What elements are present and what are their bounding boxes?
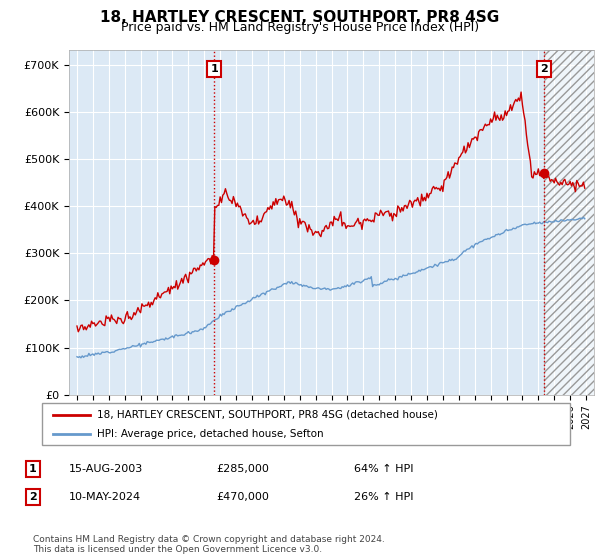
Text: 15-AUG-2003: 15-AUG-2003 xyxy=(69,464,143,474)
FancyBboxPatch shape xyxy=(42,403,570,445)
Text: £470,000: £470,000 xyxy=(216,492,269,502)
Text: 1: 1 xyxy=(210,64,218,74)
Text: 26% ↑ HPI: 26% ↑ HPI xyxy=(354,492,413,502)
Text: Price paid vs. HM Land Registry's House Price Index (HPI): Price paid vs. HM Land Registry's House … xyxy=(121,21,479,34)
Text: 64% ↑ HPI: 64% ↑ HPI xyxy=(354,464,413,474)
Text: 10-MAY-2024: 10-MAY-2024 xyxy=(69,492,141,502)
Bar xyxy=(544,50,594,395)
Text: 1: 1 xyxy=(29,464,37,474)
Text: Contains HM Land Registry data © Crown copyright and database right 2024.
This d: Contains HM Land Registry data © Crown c… xyxy=(33,535,385,554)
Text: 18, HARTLEY CRESCENT, SOUTHPORT, PR8 4SG (detached house): 18, HARTLEY CRESCENT, SOUTHPORT, PR8 4SG… xyxy=(97,409,439,419)
Text: 2: 2 xyxy=(29,492,37,502)
Bar xyxy=(544,50,594,395)
Text: 18, HARTLEY CRESCENT, SOUTHPORT, PR8 4SG: 18, HARTLEY CRESCENT, SOUTHPORT, PR8 4SG xyxy=(100,10,500,25)
Text: HPI: Average price, detached house, Sefton: HPI: Average price, detached house, Seft… xyxy=(97,429,324,439)
Text: 2: 2 xyxy=(540,64,547,74)
Text: £285,000: £285,000 xyxy=(216,464,269,474)
Bar xyxy=(544,50,594,395)
